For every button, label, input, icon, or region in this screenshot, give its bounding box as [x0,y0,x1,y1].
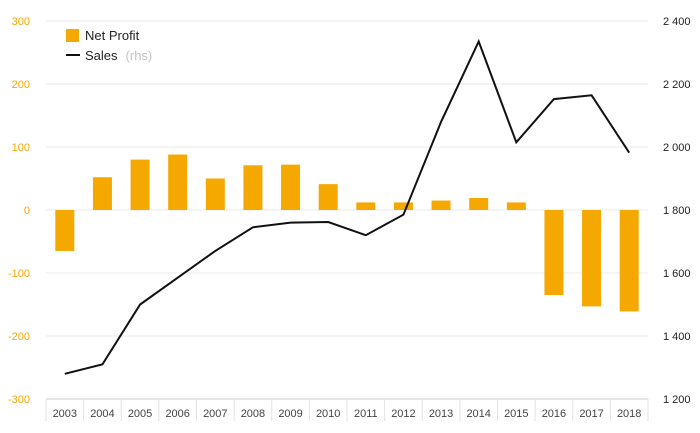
legend-label-sales-note: (rhs) [126,48,153,63]
net-profit-bars [55,154,639,312]
right-tick-label-1: 1 400 [663,331,691,343]
bar-2007 [205,178,225,210]
legend: Net Profit Sales (rhs) [66,28,152,64]
x-tick-label-2018: 2018 [617,408,641,420]
left-tick-label-4: 100 [12,142,30,154]
bar-2015 [506,202,526,210]
bar-2009 [281,164,301,210]
left-axis-ticks: -300 -200 -100 0 100 200 300 [8,16,30,406]
bar-2008 [243,165,263,210]
x-tick-label-2004: 2004 [90,408,114,420]
bar-2013 [431,200,451,210]
bar-2006 [168,154,188,210]
left-tick-label-3: 0 [24,205,30,217]
x-tick-label-2007: 2007 [203,408,227,420]
right-tick-label-5: 2 200 [663,79,691,91]
legend-label-net-profit: Net Profit [85,28,140,43]
x-tick-label-2013: 2013 [429,408,453,420]
right-axis-ticks: 1 200 1 400 1 600 1 800 2 000 2 200 2 400 [663,16,691,406]
right-tick-label-6: 2 400 [663,16,691,28]
x-tick-label-2017: 2017 [579,408,603,420]
x-axis: 2003 2004 2005 2006 2007 2008 2009 2010 2011 2012… [45,398,649,421]
right-tick-label-2: 1 600 [663,268,691,280]
bar-2016 [544,210,564,296]
bar-2011 [356,202,376,210]
right-tick-label-4: 2 000 [663,142,691,154]
bar-2014 [469,198,489,210]
left-tick-label-0: -300 [8,394,30,406]
x-tick-label-2014: 2014 [466,408,490,420]
x-tick-label-2005: 2005 [128,408,152,420]
right-tick-label-0: 1 200 [663,394,691,406]
legend-swatch-net-profit [66,29,79,42]
left-tick-label-6: 300 [12,16,30,28]
bar-2017 [582,210,602,307]
x-tick-label-2010: 2010 [316,408,340,420]
left-tick-label-2: -100 [8,268,30,280]
x-tick-label-2012: 2012 [391,408,415,420]
left-tick-label-5: 200 [12,79,30,91]
x-tick-label-2016: 2016 [542,408,566,420]
x-tick-label-2006: 2006 [165,408,189,420]
bar-2004 [92,177,112,210]
right-tick-label-3: 1 800 [663,205,691,217]
legend-label-sales-name: Sales [85,48,118,63]
x-tick-label-2015: 2015 [504,408,528,420]
left-tick-label-1: -200 [8,331,30,343]
legend-label-sales: Sales (rhs) [85,47,152,64]
x-tick-label-2011: 2011 [354,408,378,420]
x-tick-label-2003: 2003 [53,408,77,420]
bar-2005 [130,159,150,210]
bar-2012 [393,202,413,210]
bar-2018 [619,210,639,312]
sales-line [64,38,631,375]
bar-2003 [55,210,75,251]
bar-2010 [318,184,338,210]
x-tick-label-2008: 2008 [241,408,265,420]
x-tick-label-2009: 2009 [278,408,302,420]
